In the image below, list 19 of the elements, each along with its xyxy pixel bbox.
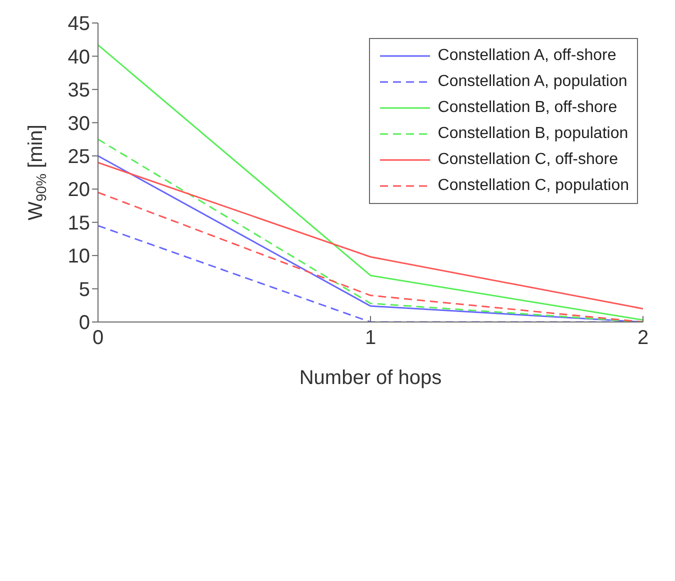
legend-label: Constellation C, off-shore <box>438 151 618 169</box>
y-tick-label: 15 <box>68 212 90 234</box>
y-tick-label: 40 <box>68 46 90 68</box>
x-tick-label: 2 <box>637 327 649 350</box>
x-axis-title: Number of hops <box>299 367 442 389</box>
y-tick-label: 5 <box>78 278 90 301</box>
y-tick-label: 35 <box>68 80 90 102</box>
legend-label: Constellation A, off-shore <box>438 47 616 65</box>
y-tick-label: 0 <box>78 312 90 334</box>
legend-label: Constellation C, population <box>438 177 629 195</box>
x-tick-label: 1 <box>364 327 376 350</box>
y-tick-label: 30 <box>68 112 90 135</box>
y-tick-label: 45 <box>68 13 90 36</box>
legend-label: Constellation A, population <box>438 73 628 91</box>
y-tick-label: 20 <box>68 179 90 202</box>
y-tick-label: 10 <box>68 246 90 268</box>
legend-label: Constellation B, population <box>438 125 628 143</box>
y-tick-label: 25 <box>68 146 90 168</box>
legend-label: Constellation B, off-shore <box>438 99 618 117</box>
